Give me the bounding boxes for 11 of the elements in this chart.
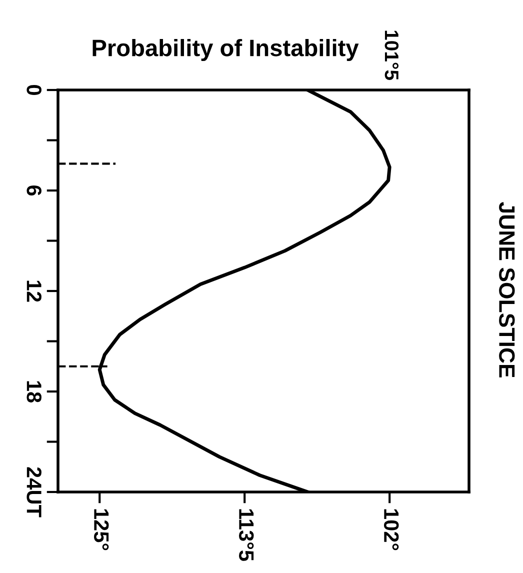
text: 101°5 [384, 30, 399, 80]
text: JUNE SOLSTICE [499, 202, 515, 378]
y-tick-label: 6 [26, 185, 42, 196]
y-tick-label: 18 [26, 381, 42, 402]
x-tick-label: 125° [94, 509, 109, 550]
x-tick-label: 113°5 [238, 509, 254, 561]
y-tick-label: 24UT [26, 467, 42, 518]
y-tick-label: 12 [26, 280, 42, 302]
chart-title: Probability of Instability [92, 38, 359, 62]
x-tick-label: 102° [384, 509, 399, 550]
y-tick-label: 0 [26, 85, 42, 95]
